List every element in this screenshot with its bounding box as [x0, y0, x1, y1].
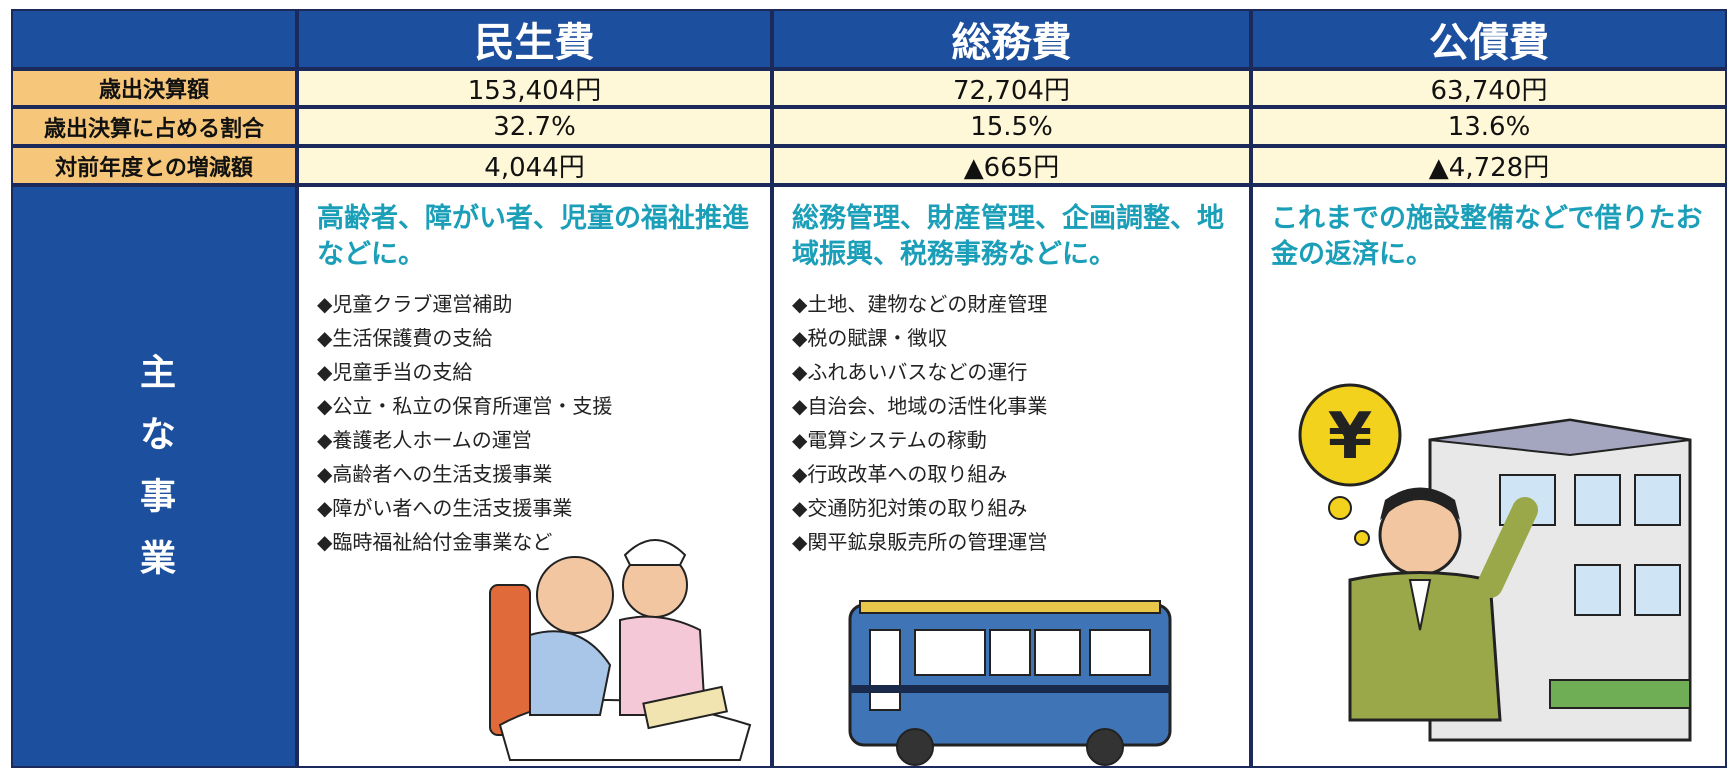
- corner-cell: [11, 9, 297, 69]
- value-cell: ▲4,728円: [1251, 146, 1727, 185]
- project-item: ◆電算システムの稼動: [792, 428, 987, 452]
- project-item: ◆交通防犯対策の取り組み: [792, 496, 1028, 520]
- projects-label-text: 主な事業: [134, 352, 175, 601]
- project-item: ◆関平鉱泉販売所の管理運営: [792, 530, 1048, 554]
- project-item: ◆行政改革への取り組み: [792, 462, 1008, 486]
- project-item: ◆自治会、地域の活性化事業: [792, 394, 1048, 418]
- column-header: 民生費: [297, 9, 772, 69]
- column-header: 総務費: [772, 9, 1251, 69]
- projects-heading: 高齢者、障がい者、児童の福祉推進などに。: [317, 203, 749, 270]
- project-item: ◆児童手当の支給: [317, 360, 473, 384]
- value-cell: 15.5%: [772, 107, 1251, 146]
- project-item: ◆公立・私立の保育所運営・支援: [317, 394, 613, 418]
- project-item: ◆障がい者への生活支援事業: [317, 496, 573, 520]
- row-label: 歳出決算額: [11, 69, 297, 107]
- svg-text:¥: ¥: [1328, 400, 1373, 474]
- value-cell: 13.6%: [1251, 107, 1727, 146]
- value-cell: 4,044円: [297, 146, 772, 185]
- project-item: ◆児童クラブ運営補助: [317, 292, 513, 316]
- value-cell: 32.7%: [297, 107, 772, 146]
- welfare-illustration: [489, 539, 752, 761]
- value-cell: 63,740円: [1251, 69, 1727, 107]
- column-header: 公債費: [1251, 9, 1727, 69]
- project-item: ◆土地、建物などの財産管理: [792, 292, 1048, 316]
- project-item: ◆税の賦課・徴収: [792, 326, 948, 350]
- project-item: ◆養護老人ホームの運営: [317, 428, 532, 452]
- project-item: ◆生活保護費の支給: [317, 326, 493, 350]
- repayment-illustration: ¥: [1298, 383, 1692, 742]
- row-label: 歳出決算に占める割合: [11, 107, 297, 146]
- projects-heading: 総務管理、財産管理、企画調整、地域振興、税務事務などに。: [792, 203, 1224, 270]
- projects-label: 主な事業: [11, 185, 297, 768]
- value-cell: 72,704円: [772, 69, 1251, 107]
- projects-heading: これまでの施設整備などで借りたお金の返済に。: [1271, 203, 1703, 270]
- value-cell: ▲665円: [772, 146, 1251, 185]
- row-label: 対前年度との増減額: [11, 146, 297, 185]
- project-item: ◆高齢者への生活支援事業: [317, 462, 553, 486]
- project-item: ◆臨時福祉給付金事業など: [317, 530, 553, 554]
- bus-illustration: [848, 600, 1172, 766]
- project-item: ◆ふれあいバスなどの運行: [792, 360, 1028, 384]
- value-cell: 153,404円: [297, 69, 772, 107]
